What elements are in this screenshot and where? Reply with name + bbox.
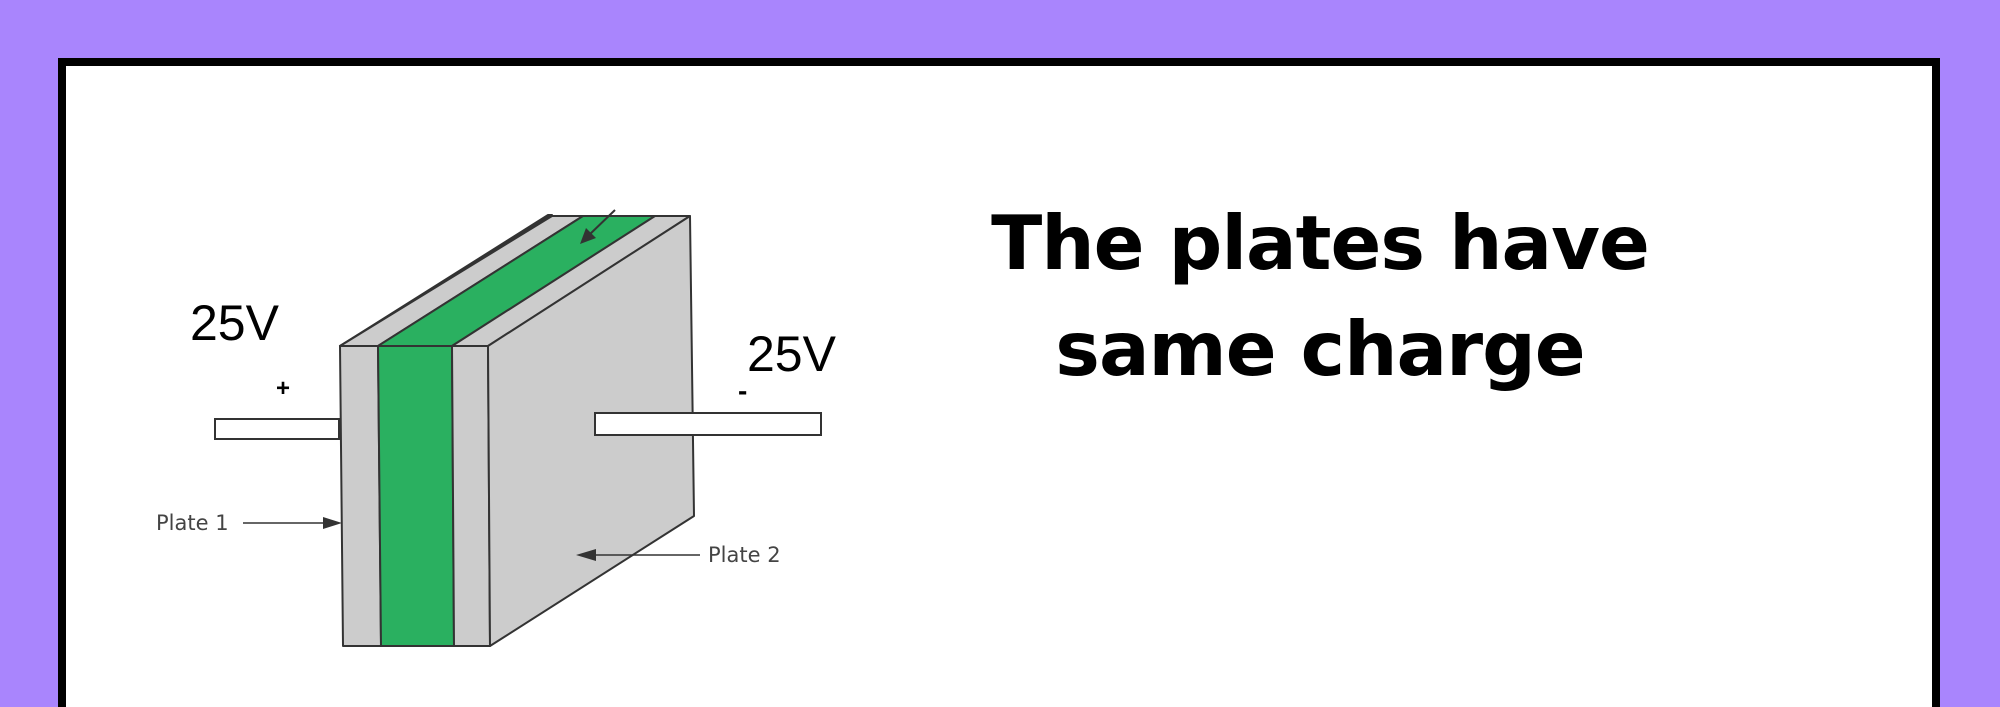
heading: The plates have same charge <box>920 190 1720 402</box>
plate1-arrow-head <box>323 517 342 529</box>
heading-line-2: same charge <box>1055 305 1585 393</box>
plate-1-label: Plate 1 <box>156 511 229 535</box>
positive-sign: + <box>276 375 290 402</box>
left-lead <box>214 418 340 440</box>
plate2-arrow-head <box>576 549 596 561</box>
top-arrow-line <box>587 209 616 237</box>
plate-1 <box>339 345 382 647</box>
side-face <box>487 215 695 647</box>
negative-sign: - <box>738 375 747 406</box>
heading-line-1: The plates have <box>991 199 1650 287</box>
plate-2-label: Plate 2 <box>708 543 781 567</box>
dielectric <box>377 345 455 647</box>
right-voltage-label: 25V <box>747 326 837 382</box>
top-arrow-head <box>580 228 596 244</box>
right-lead <box>594 412 822 436</box>
left-voltage-label: 25V <box>190 295 280 351</box>
plate-2 <box>451 345 491 647</box>
